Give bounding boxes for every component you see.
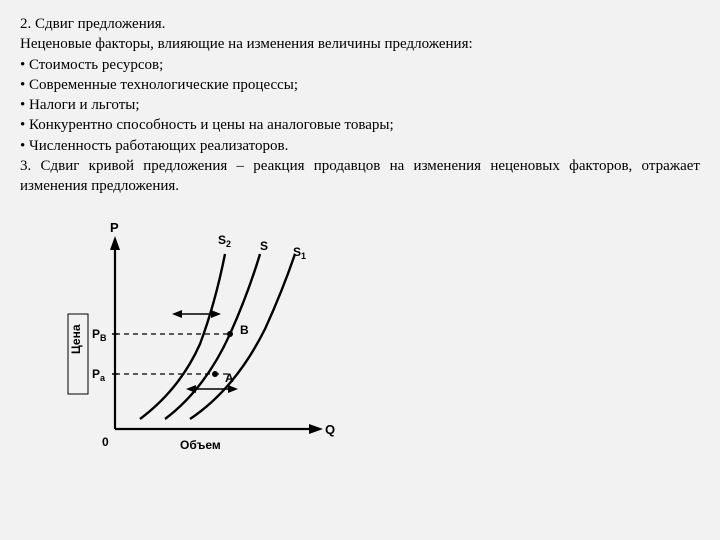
bullet-4: • Конкурентно способность и цены на анал… [20,115,700,135]
pb-label: PB [92,327,107,343]
bullet-5: • Численность работающих реализаторов. [20,136,700,156]
s2-label: S2 [218,233,231,249]
bullet-2: • Современные технологические процессы; [20,75,700,95]
point-b-label: B [240,323,249,337]
heading-2: 2. Сдвиг предложения. [20,14,700,34]
curve-s2 [140,254,225,419]
chart-svg: 0 P Q Цена Объем PB Pa S2 [60,214,360,474]
supply-shift-chart: 0 P Q Цена Объем PB Pa S2 [60,214,700,479]
pa-label: Pa [92,367,106,383]
point-a-label: A [225,371,234,385]
bullet-1: • Стоимость ресурсов; [20,55,700,75]
origin-label: 0 [102,435,109,449]
y-axis-label: Цена [69,324,83,354]
s1-label: S1 [293,245,306,261]
point-a [212,371,218,377]
y-axis-top-label: P [110,220,119,235]
x-axis-label: Объем [180,438,221,452]
point-b [227,331,233,337]
intro-line: Неценовые факторы, влияющие на изменения… [20,34,700,54]
bullet-3: • Налоги и льготы; [20,95,700,115]
s-label: S [260,239,268,253]
heading-3: 3. Сдвиг кривой предложения – реакция пр… [20,156,700,197]
x-axis-right-label: Q [325,422,335,437]
